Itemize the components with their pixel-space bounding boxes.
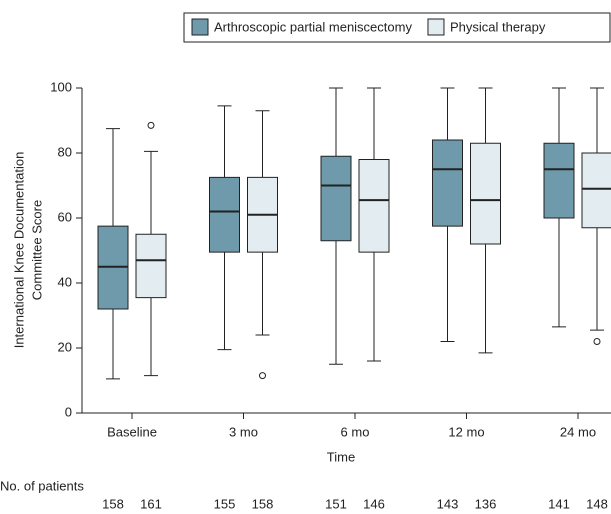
y-tick-label: 0 [65, 404, 72, 419]
y-axis-title: Committee Score [29, 200, 44, 300]
x-tick-label: Baseline [107, 424, 157, 439]
box [209, 176, 240, 253]
box [470, 142, 501, 245]
patients-label: No. of patients [0, 478, 84, 493]
patient-count: 161 [140, 496, 162, 511]
x-tick-label: 12 mo [448, 424, 484, 439]
legend-label: Arthroscopic partial meniscectomy [214, 19, 412, 34]
x-tick-label: 24 mo [560, 424, 596, 439]
box [543, 142, 575, 219]
patient-count: 141 [548, 496, 570, 511]
patient-count: 155 [214, 496, 236, 511]
outlier [147, 121, 155, 129]
y-tick-label: 100 [50, 79, 72, 94]
y-tick-label: 60 [58, 209, 72, 224]
box [581, 152, 611, 229]
patient-count: 148 [586, 496, 608, 511]
y-axis-title: International Knee Documentation [11, 152, 26, 349]
outlier [593, 338, 601, 345]
y-tick-label: 80 [58, 144, 72, 159]
y-tick-label: 20 [58, 339, 72, 354]
legend-swatch [427, 18, 445, 36]
patient-count: 146 [363, 496, 385, 511]
legend-box [183, 12, 611, 43]
patient-count: 158 [252, 496, 274, 511]
x-tick-label: 3 mo [229, 424, 258, 439]
x-tick-label: 6 mo [341, 424, 370, 439]
legend-label: Physical therapy [450, 19, 546, 34]
x-axis-title: Time [327, 449, 355, 464]
patient-count: 151 [325, 496, 347, 511]
patient-count: 136 [475, 496, 497, 511]
box [432, 139, 463, 227]
patient-count: 158 [102, 496, 124, 511]
box [320, 155, 352, 242]
legend-swatch [191, 18, 209, 36]
patient-count: 143 [437, 496, 459, 511]
outlier [259, 372, 266, 380]
box [358, 159, 390, 253]
box [135, 233, 167, 299]
y-tick-label: 40 [58, 274, 72, 289]
